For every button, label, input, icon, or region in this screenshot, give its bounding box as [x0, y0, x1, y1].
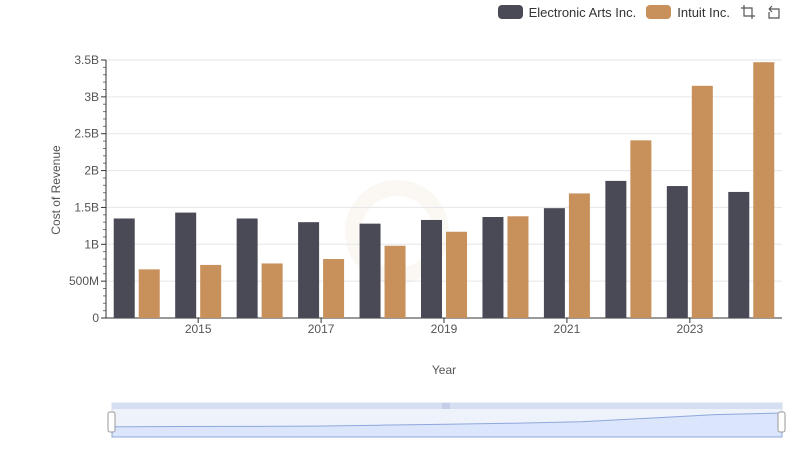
- y-tick-label: 500M: [69, 274, 99, 288]
- zoom-slider[interactable]: [107, 402, 786, 438]
- bar-intuit-2016[interactable]: [261, 263, 283, 318]
- bar-electronic-arts-2021[interactable]: [543, 208, 565, 318]
- x-axis-label: Year: [432, 363, 456, 377]
- bar-intuit-2014[interactable]: [138, 269, 160, 318]
- bar-electronic-arts-2019[interactable]: [421, 219, 442, 318]
- bar-electronic-arts-2018[interactable]: [359, 223, 381, 318]
- bar-electronic-arts-2014[interactable]: [113, 218, 135, 318]
- x-tick-label: 2023: [676, 322, 703, 336]
- bar-electronic-arts-2024[interactable]: [728, 191, 750, 318]
- bar-electronic-arts-2023[interactable]: [666, 186, 688, 318]
- x-tick-label: 2015: [185, 322, 212, 336]
- bar-electronic-arts-2022[interactable]: [605, 180, 627, 318]
- slider-handle-right[interactable]: [777, 411, 786, 433]
- bar-intuit-2020[interactable]: [507, 216, 529, 318]
- bar-intuit-2024[interactable]: [753, 62, 775, 319]
- y-tick-label: 2B: [84, 164, 99, 178]
- y-axis: 0 500M 1B 1.5B 2B 2.5B 3B 3.5B: [69, 53, 107, 325]
- slider-handle-left[interactable]: [107, 411, 116, 433]
- y-tick-label: 0: [92, 311, 99, 325]
- y-tick-label: 2.5B: [74, 127, 99, 141]
- bar-electronic-arts-2015[interactable]: [175, 212, 197, 318]
- bar-intuit-2019[interactable]: [446, 231, 467, 318]
- y-tick-label: 1.5B: [74, 200, 99, 214]
- legend-swatch-intuit: [646, 5, 672, 19]
- bar-intuit-2017[interactable]: [323, 259, 345, 318]
- x-tick-label: 2019: [431, 322, 458, 336]
- bar-intuit-2015[interactable]: [200, 264, 222, 318]
- bars[interactable]: [113, 62, 775, 319]
- zoom-select-icon[interactable]: [740, 4, 756, 20]
- legend-swatch-electronic-arts: [497, 5, 523, 19]
- bar-intuit-2022[interactable]: [630, 140, 652, 318]
- x-axis: 2015 2017 2019 2021 2023: [106, 317, 782, 336]
- y-axis-label: Cost of Revenue: [49, 145, 63, 235]
- legend-item-electronic-arts[interactable]: Electronic Arts Inc.: [497, 4, 637, 20]
- slider-handle-center[interactable]: [442, 403, 450, 409]
- y-tick-label: 1B: [84, 237, 99, 251]
- bar-electronic-arts-2020[interactable]: [482, 217, 504, 318]
- bar-intuit-2021[interactable]: [568, 193, 590, 318]
- legend-item-intuit[interactable]: Intuit Inc.: [646, 5, 730, 20]
- legend-label-electronic-arts: Electronic Arts Inc.: [528, 4, 637, 20]
- x-tick-label: 2017: [308, 322, 335, 336]
- bar-intuit-2018[interactable]: [384, 245, 406, 318]
- y-tick-label: 3B: [84, 90, 99, 104]
- legend-label-intuit: Intuit Inc.: [677, 4, 730, 20]
- x-tick-label: 2021: [554, 322, 581, 336]
- zoom-reset-icon[interactable]: [766, 4, 782, 20]
- bar-electronic-arts-2017[interactable]: [298, 222, 320, 318]
- legend: Electronic Arts Inc. Intuit Inc.: [497, 4, 782, 20]
- bar-intuit-2023[interactable]: [691, 85, 713, 318]
- y-tick-label: 3.5B: [74, 53, 99, 67]
- bar-electronic-arts-2016[interactable]: [236, 218, 258, 318]
- slider-preview-area: [111, 412, 783, 438]
